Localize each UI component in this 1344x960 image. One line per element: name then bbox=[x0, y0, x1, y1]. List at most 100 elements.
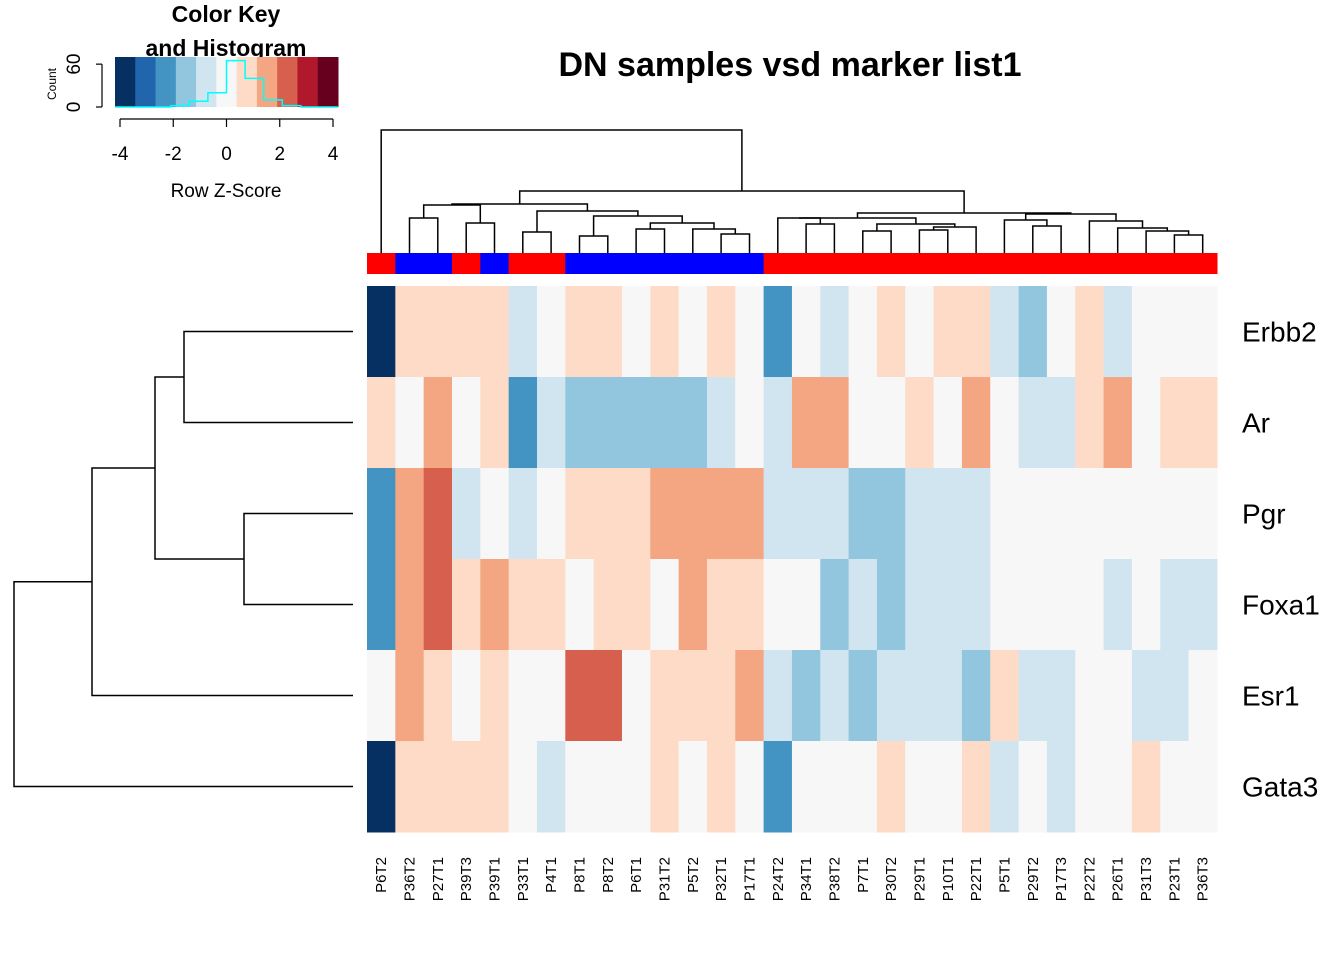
dendrogram-branch bbox=[536, 210, 639, 232]
side-color-cell bbox=[1160, 253, 1190, 274]
heatmap-cell bbox=[565, 559, 595, 651]
color-key-swatch bbox=[175, 57, 197, 107]
heatmap-cell bbox=[905, 377, 935, 469]
column-label: P38T2 bbox=[826, 857, 843, 901]
column-label: P8T2 bbox=[600, 857, 617, 893]
heatmap-cell bbox=[1131, 741, 1161, 833]
heatmap-cell bbox=[1188, 741, 1218, 833]
heatmap-cell bbox=[1075, 286, 1105, 378]
column-label: P17T3 bbox=[1053, 857, 1070, 901]
color-key-swatch bbox=[196, 57, 217, 107]
heatmap-cell bbox=[451, 286, 481, 378]
column-label: P17T1 bbox=[742, 857, 759, 901]
heatmap-cell bbox=[395, 741, 425, 833]
dendrogram-branch bbox=[465, 222, 496, 253]
heatmap-cell bbox=[848, 650, 878, 742]
column-label: P26T1 bbox=[1110, 857, 1127, 901]
heatmap-cell bbox=[735, 377, 765, 469]
color-key-y-label: Count bbox=[45, 67, 59, 100]
heatmap-cell bbox=[423, 741, 453, 833]
heatmap-cell bbox=[990, 650, 1020, 742]
color-key-swatch bbox=[297, 57, 319, 107]
heatmap-cell bbox=[678, 286, 708, 378]
heatmap-cell bbox=[763, 741, 793, 833]
heatmap-cell bbox=[961, 559, 991, 651]
side-color-cell bbox=[565, 253, 595, 274]
heatmap-cell bbox=[678, 468, 708, 560]
heatmap-cell bbox=[1075, 377, 1105, 469]
heatmap-cell bbox=[1160, 468, 1190, 560]
heatmap-cell bbox=[933, 377, 963, 469]
heatmap-cell bbox=[820, 741, 850, 833]
heatmap-cell bbox=[423, 286, 453, 378]
heatmap-cell bbox=[1131, 468, 1161, 560]
heatmap-cell bbox=[961, 286, 991, 378]
heatmap-cell bbox=[1188, 468, 1218, 560]
heatmap-cell bbox=[1046, 650, 1076, 742]
column-label: P31T2 bbox=[657, 857, 674, 901]
heatmap-cell bbox=[1103, 650, 1133, 742]
heatmap-cell bbox=[735, 468, 765, 560]
dendrogram-branch bbox=[91, 467, 353, 697]
heatmap-cell bbox=[536, 650, 566, 742]
column-label: P23T1 bbox=[1166, 857, 1183, 901]
heatmap-cell bbox=[508, 286, 538, 378]
side-color-cell bbox=[508, 253, 538, 274]
y-tick-label: 0 bbox=[64, 102, 85, 113]
heatmap-cell bbox=[395, 468, 425, 560]
heatmap-cell bbox=[876, 468, 906, 560]
side-color-cell bbox=[763, 253, 793, 274]
heatmap-cell bbox=[395, 559, 425, 651]
column-label: P24T2 bbox=[770, 857, 787, 901]
column-label: P4T1 bbox=[543, 857, 560, 893]
side-color-cell bbox=[990, 253, 1020, 274]
heatmap-cell bbox=[876, 286, 906, 378]
heatmap-cell bbox=[451, 741, 481, 833]
dendrogram-branch bbox=[522, 231, 552, 253]
heatmap-cell bbox=[621, 650, 651, 742]
heatmap-cell bbox=[650, 286, 680, 378]
color-key-swatch bbox=[135, 57, 157, 107]
side-color-cell bbox=[621, 253, 651, 274]
heatmap-cell bbox=[1103, 286, 1133, 378]
color-key-histogram bbox=[115, 59, 338, 108]
heatmap-cell bbox=[933, 741, 963, 833]
heatmap-cell bbox=[990, 377, 1020, 469]
row-dendrogram bbox=[13, 330, 353, 788]
heatmap-cell bbox=[763, 650, 793, 742]
heatmap-cell bbox=[480, 286, 510, 378]
side-color-cell bbox=[1131, 253, 1161, 274]
dendrogram-branch bbox=[692, 228, 737, 253]
side-color-cell bbox=[876, 253, 906, 274]
heatmap-cell bbox=[1103, 559, 1133, 651]
heatmap-cell bbox=[905, 286, 935, 378]
side-color-cell bbox=[1046, 253, 1076, 274]
dendrogram-branch bbox=[13, 581, 353, 788]
color-key-swatch bbox=[277, 57, 298, 107]
column-label: P22T2 bbox=[1081, 857, 1098, 901]
x-tick-label: 2 bbox=[274, 144, 285, 165]
dendrogram-branch bbox=[578, 235, 609, 253]
color-key-swatch bbox=[256, 57, 278, 107]
heatmap-cell bbox=[1131, 559, 1161, 651]
heatmap-cell bbox=[706, 377, 736, 469]
row-label: Esr1 bbox=[1242, 681, 1300, 712]
heatmap-cell bbox=[678, 650, 708, 742]
heatmap-cell bbox=[1103, 468, 1133, 560]
heatmap-cell bbox=[593, 286, 623, 378]
heatmap-cell bbox=[536, 741, 566, 833]
heatmap-cell bbox=[735, 741, 765, 833]
heatmap-cell bbox=[933, 286, 963, 378]
heatmap-cell bbox=[367, 468, 396, 560]
heatmap-cell bbox=[678, 741, 708, 833]
heatmap-cell bbox=[565, 741, 595, 833]
color-key-swatch bbox=[115, 57, 136, 107]
heatmap-cell bbox=[1018, 559, 1048, 651]
heatmap-cell bbox=[1131, 377, 1161, 469]
heatmap-cell bbox=[791, 286, 821, 378]
heatmap-cell bbox=[1131, 286, 1161, 378]
heatmap-cell bbox=[763, 377, 793, 469]
side-color-cell bbox=[451, 253, 481, 274]
heatmap-cell bbox=[423, 650, 453, 742]
